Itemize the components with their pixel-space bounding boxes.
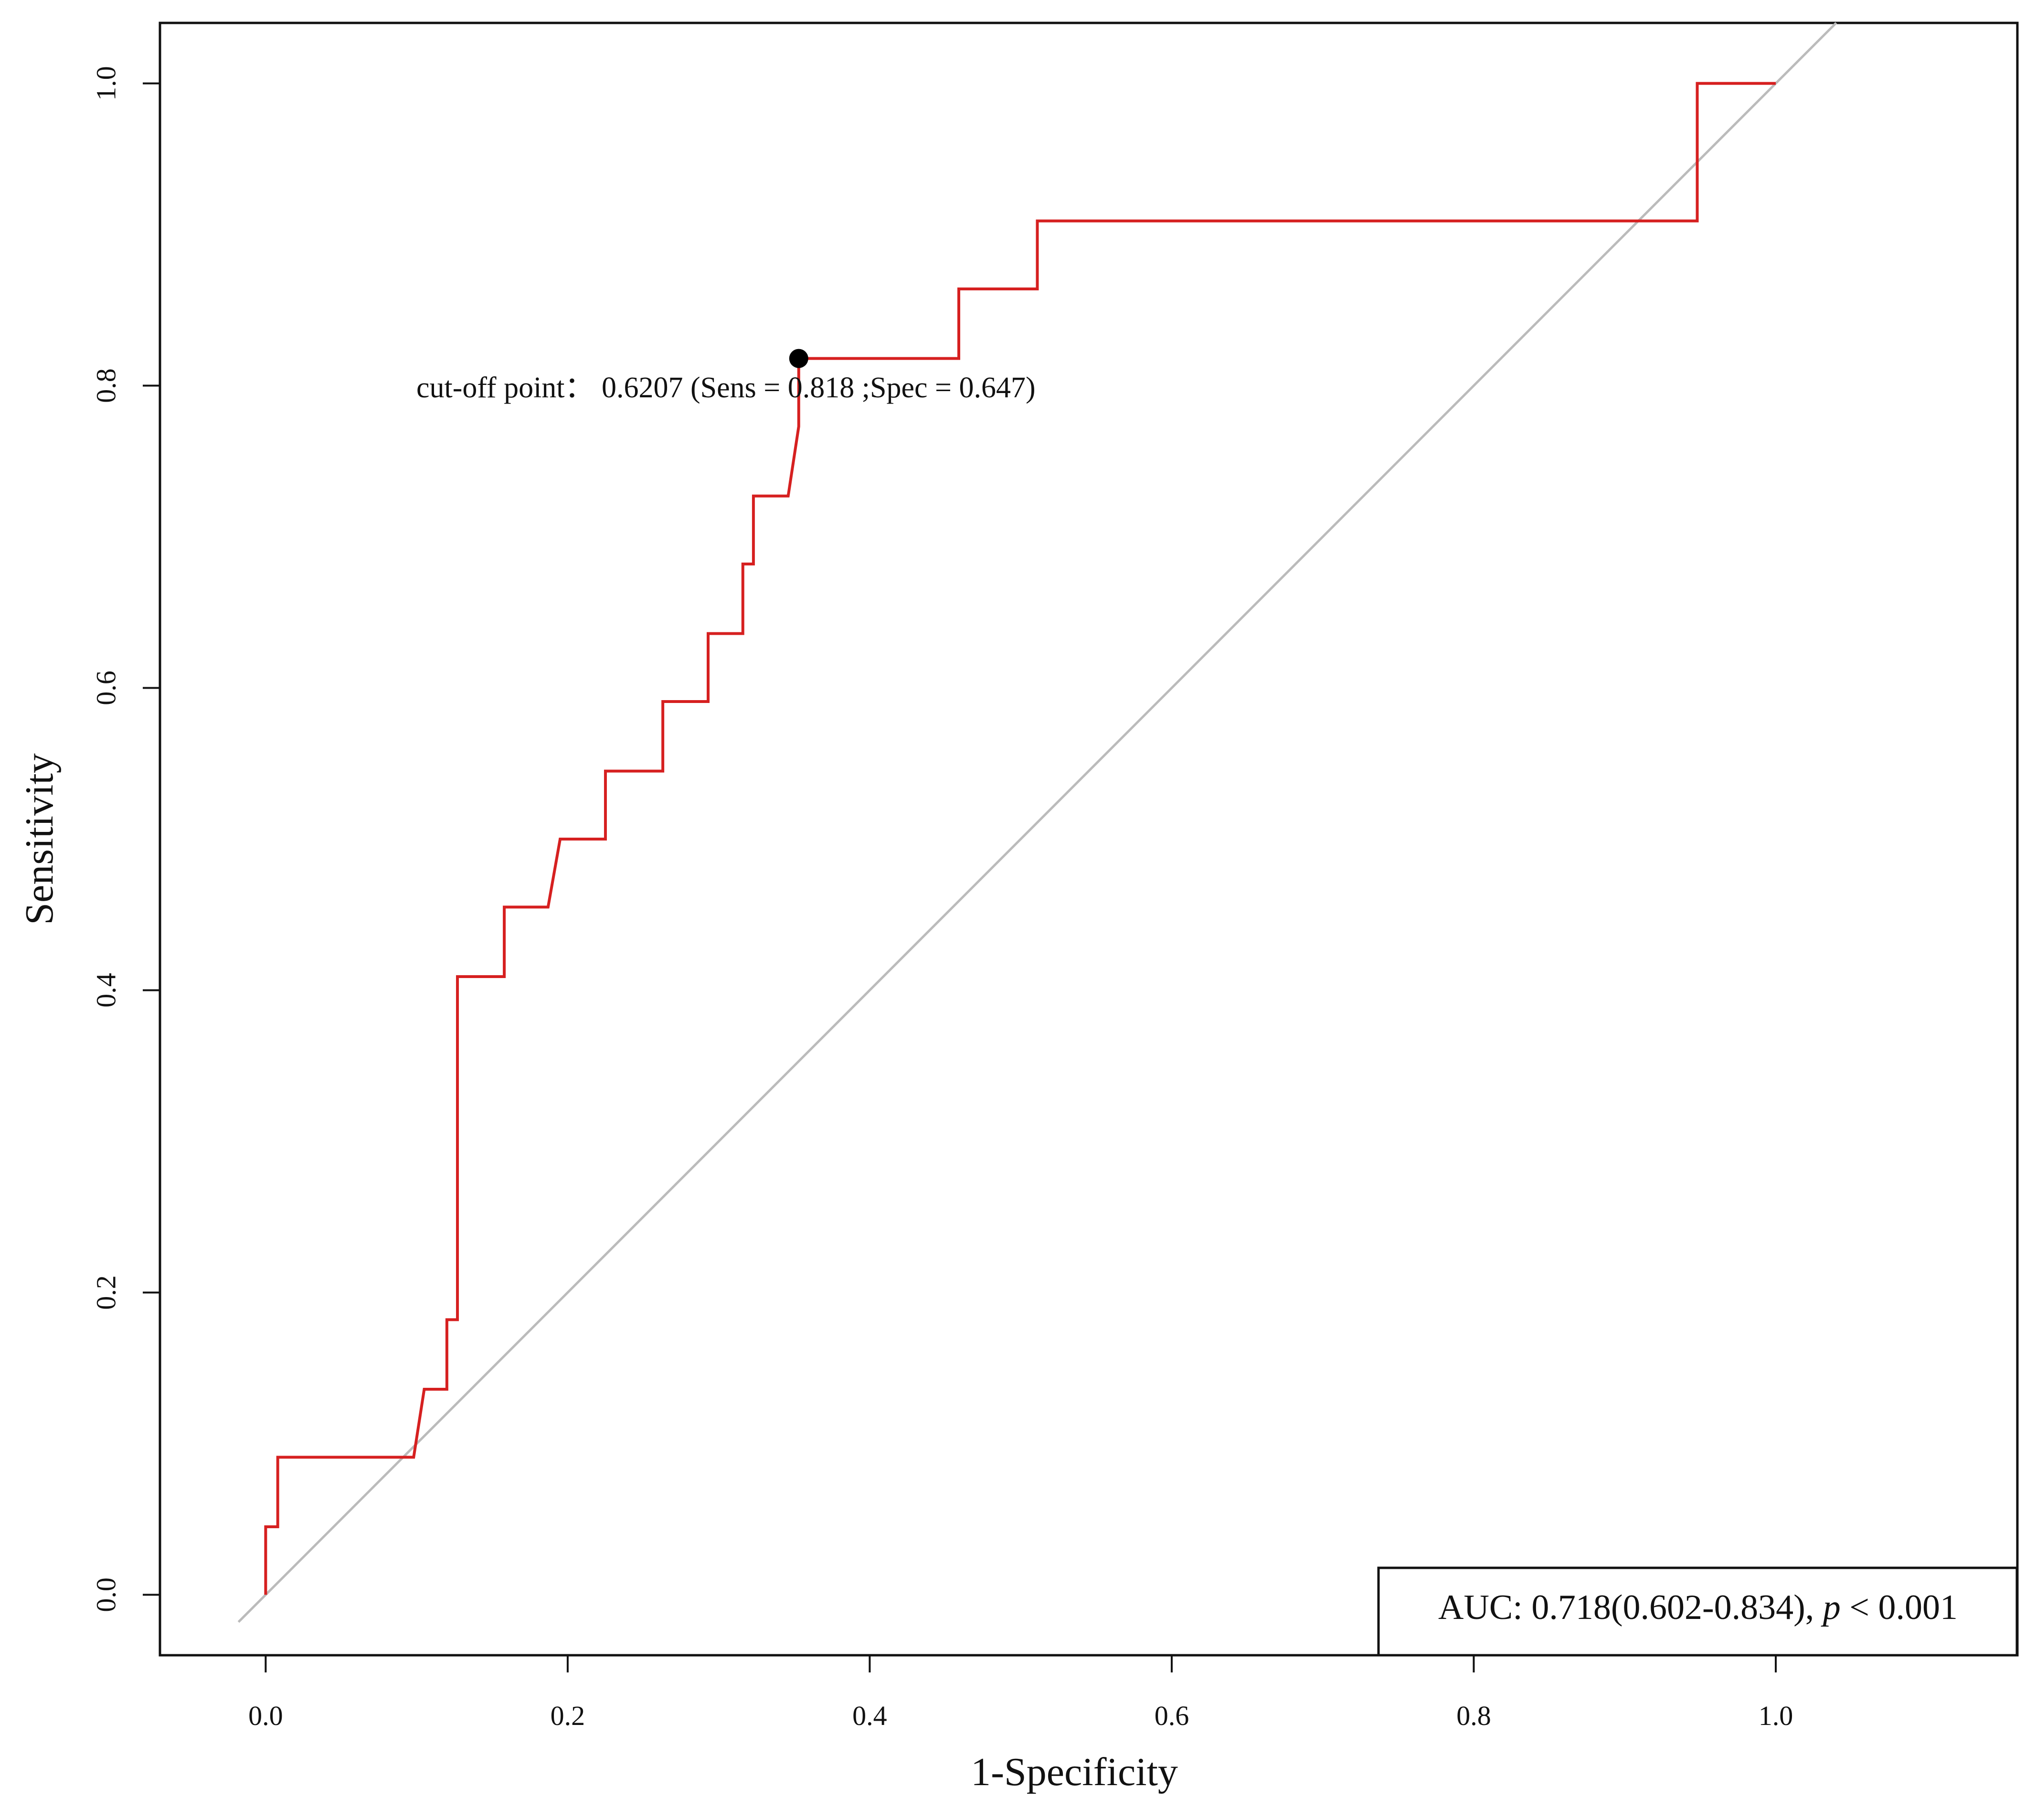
- x-axis: 0.0 0.2 0.4 0.6 0.8 1.0: [248, 1654, 1793, 1731]
- x-tick-label: 0.8: [1456, 1700, 1491, 1731]
- y-tick-label: 0.2: [90, 1275, 121, 1310]
- cutoff-annotation: cut-off point： 0.6207 (Sens = 0.818 ;Spe…: [416, 372, 1036, 404]
- auc-label: AUC: 0.718(0.602-0.834), p < 0.001: [1438, 1588, 1958, 1627]
- auc-suffix: < 0.001: [1841, 1588, 1958, 1627]
- auc-p-italic: p: [1821, 1588, 1841, 1627]
- y-axis: 0.0 0.2 0.4 0.6 0.8 1.0: [90, 66, 161, 1612]
- x-tick-label: 0.2: [551, 1700, 585, 1731]
- auc-legend-box: AUC: 0.718(0.602-0.834), p < 0.001: [1377, 1566, 2018, 1657]
- x-tick-label: 1.0: [1759, 1700, 1793, 1731]
- x-axis-title: 1-Specificity: [971, 1750, 1178, 1794]
- x-tick-label: 0.4: [852, 1700, 887, 1731]
- y-tick-label: 0.4: [90, 973, 121, 1008]
- auc-box-border: [1377, 1566, 2018, 1657]
- y-tick-label: 0.0: [90, 1577, 121, 1612]
- y-tick-label: 0.6: [90, 671, 121, 705]
- y-tick-label: 1.0: [90, 66, 121, 101]
- y-tick-label: 0.8: [90, 368, 121, 403]
- auc-prefix: AUC: 0.718(0.602-0.834),: [1438, 1588, 1823, 1627]
- roc-curve-line: [264, 82, 1776, 1595]
- plot-lines: [237, 22, 1837, 1623]
- y-axis-title: Sensitivity: [17, 753, 62, 925]
- x-tick-label: 0.6: [1155, 1700, 1189, 1731]
- plot-frame: [159, 21, 2019, 1657]
- reference-diagonal-line: [237, 22, 1837, 1623]
- cutoff-point-marker: [789, 349, 808, 368]
- x-tick-label: 0.0: [248, 1700, 283, 1731]
